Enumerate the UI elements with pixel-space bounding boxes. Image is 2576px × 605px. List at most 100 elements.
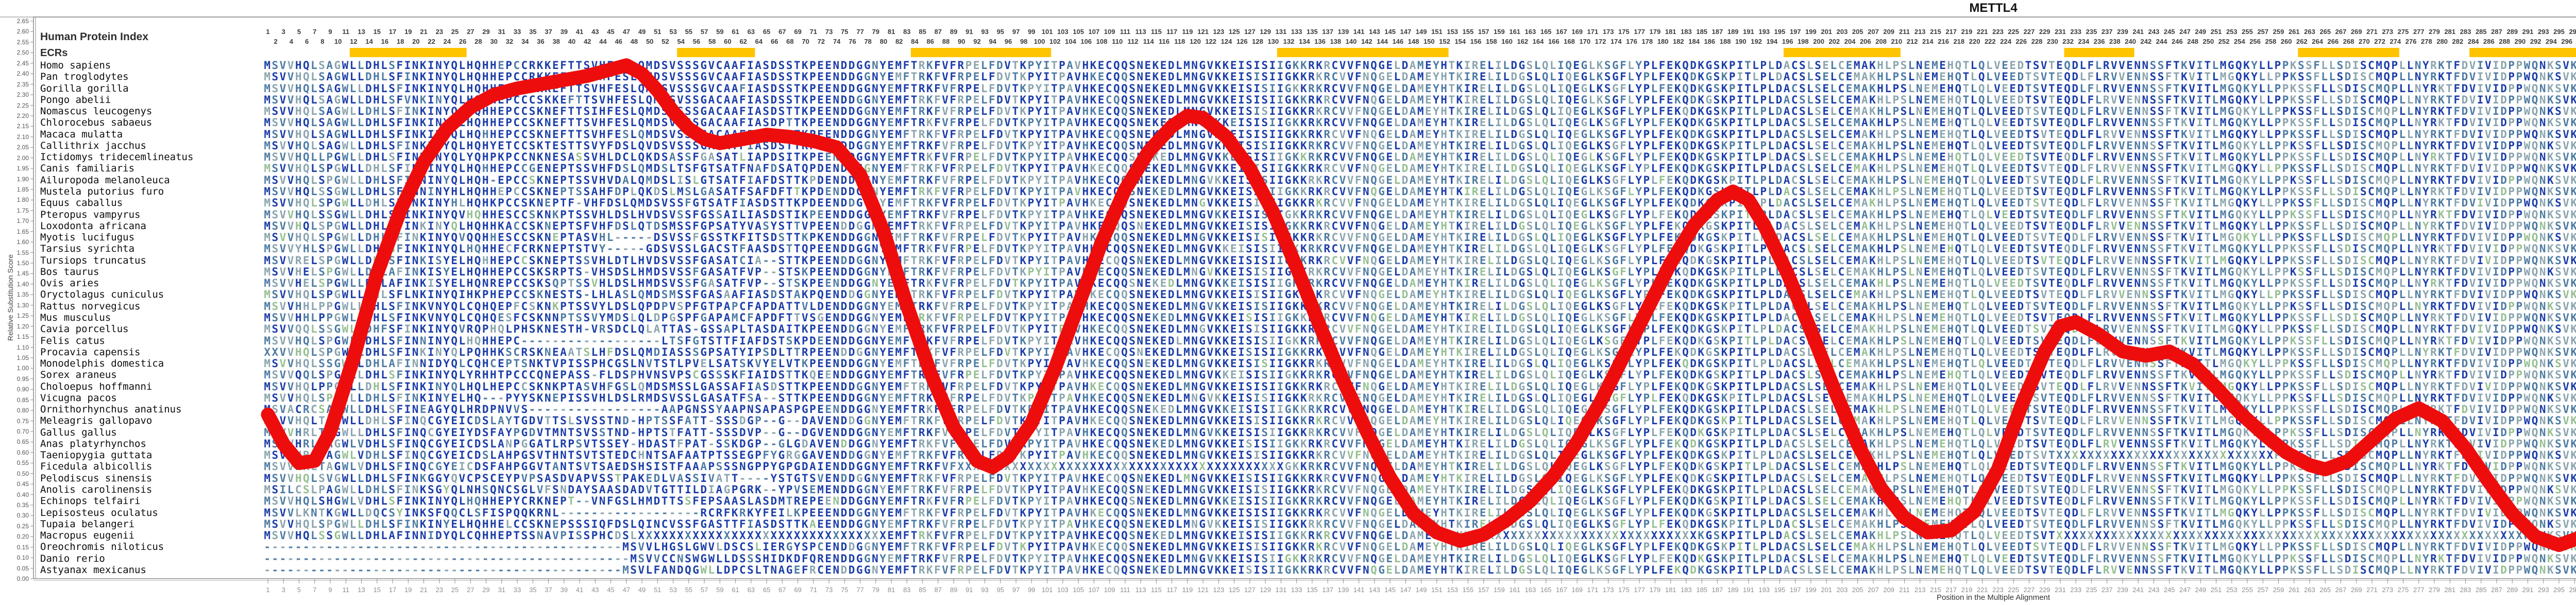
alignment-row: MSVVHQLSAGWLLDHLSFINKINYQLHQHHEPCCRKKEFT… xyxy=(264,60,2576,71)
species-label: Pteropus vampyrus xyxy=(40,209,140,220)
ruler-label: 263 xyxy=(2304,28,2315,36)
ruler-label: 251 xyxy=(2211,586,2222,594)
ruler-label: 115 xyxy=(1151,586,1162,594)
ruler-label: 99 xyxy=(1028,28,1035,36)
species-label: Felis catus xyxy=(40,335,105,347)
y-tick-label: 1.70 xyxy=(17,217,29,224)
alignment-row: MSVVHQLSPGWLLDHLSFINKINYHLHQHKPCCSKNEPTF… xyxy=(264,197,2576,209)
ruler-label: 73 xyxy=(825,586,833,594)
ruler-label: 142 xyxy=(1361,38,1372,45)
y-tick-label: 1.65 xyxy=(17,228,29,235)
ruler-label: 73 xyxy=(825,28,833,36)
ruler-label: 236 xyxy=(2094,38,2105,45)
ruler-label: 257 xyxy=(2257,586,2268,594)
ruler-label: 115 xyxy=(1151,28,1162,36)
ruler-label: 206 xyxy=(1860,38,1871,45)
ruler-label: 53 xyxy=(669,28,676,36)
ruler-label: 163 xyxy=(1525,586,1536,594)
species-label: Pan troglodytes xyxy=(40,71,129,82)
ruler-label: 275 xyxy=(2398,586,2409,594)
ruler-label: 177 xyxy=(1634,28,1645,36)
ruler-label: 188 xyxy=(1720,38,1731,45)
ruler-label: 163 xyxy=(1525,28,1536,36)
y-tick-label: 0.20 xyxy=(17,533,29,540)
ruler-label: 15 xyxy=(374,586,381,594)
ruler-label: 269 xyxy=(2351,28,2362,36)
ruler-label: 41 xyxy=(576,28,583,36)
ruler-label: 51 xyxy=(654,28,661,36)
ruler-label: 229 xyxy=(2039,28,2050,36)
alignment-row: MSVVHQLSAGWLLDHLSFINKINYQLHQHHERCCRKKEFT… xyxy=(264,83,2576,94)
ruler-label: 9 xyxy=(328,586,332,594)
ruler-label: 255 xyxy=(2242,586,2253,594)
ruler-label: 116 xyxy=(1159,38,1170,45)
species-label: Anas platyrhynchos xyxy=(40,438,146,450)
ruler-label: 291 xyxy=(2522,28,2534,36)
ruler-label: 55 xyxy=(685,586,692,594)
ruler-label: 179 xyxy=(1650,28,1661,36)
ruler-label: 127 xyxy=(1244,586,1256,594)
ruler-label: 126 xyxy=(1236,38,1248,45)
ruler-label: 217 xyxy=(1945,586,1957,594)
ruler-label: 105 xyxy=(1073,586,1084,594)
ruler-label: 121 xyxy=(1197,28,1209,36)
ruler-label: 39 xyxy=(561,586,568,594)
ruler-label: 271 xyxy=(2366,28,2378,36)
ruler-label: 194 xyxy=(1766,38,1777,45)
ruler-label: 212 xyxy=(1907,38,1918,45)
ruler-label: 195 xyxy=(1774,586,1786,594)
ruler-label: 242 xyxy=(2141,38,2152,45)
ruler-label: 207 xyxy=(1868,586,1879,594)
ruler-label: 103 xyxy=(1057,586,1069,594)
ecr-region xyxy=(1277,48,1449,57)
ruler-label: 215 xyxy=(1930,28,1941,36)
ruler-label: 198 xyxy=(1798,38,1809,45)
alignment-row: MSVVYHLSPGWLLDHLSFINKINYQLHQHHECFCRKNEPT… xyxy=(264,243,2576,254)
ruler-label: 130 xyxy=(1267,38,1279,45)
ruler-label: 29 xyxy=(482,586,489,594)
ruler-label: 211 xyxy=(1899,28,1910,36)
ruler-label: 153 xyxy=(1447,586,1458,594)
ruler-label: 132 xyxy=(1283,38,1295,45)
ruler-label: 69 xyxy=(794,28,801,36)
ruler-label: 123 xyxy=(1213,586,1225,594)
ruler-label: 224 xyxy=(2000,38,2011,45)
y-tick-label: 2.15 xyxy=(17,123,29,130)
ruler-label: 129 xyxy=(1260,28,1271,36)
ruler-label: 52 xyxy=(662,38,669,45)
ruler-label: 157 xyxy=(1478,586,1489,594)
ruler-label: 36 xyxy=(537,38,544,45)
ruler-label: 141 xyxy=(1353,28,1365,36)
ruler-label: 98 xyxy=(1020,38,1027,45)
ruler-label: 183 xyxy=(1681,28,1692,36)
y-tick-label: 1.30 xyxy=(17,302,29,309)
ruler-label: 83 xyxy=(903,586,910,594)
ruler-label: 293 xyxy=(2538,28,2549,36)
ruler-label: 44 xyxy=(599,38,606,45)
ruler-label: 144 xyxy=(1377,38,1388,45)
alignment-row: MSVVHQLSAGWLLDHLSFINKINYQLHQHHEPCCSKNEFT… xyxy=(264,117,2576,128)
ruler-label: 169 xyxy=(1571,28,1583,36)
ruler-label: 93 xyxy=(981,586,988,594)
ruler-label: 277 xyxy=(2413,28,2425,36)
ruler-label: 43 xyxy=(591,28,599,36)
ruler-label: 83 xyxy=(903,28,910,36)
ecr-region xyxy=(2298,48,2399,57)
ruler-label: 23 xyxy=(436,28,443,36)
ruler-label: 165 xyxy=(1540,586,1552,594)
y-tick-label: 1.95 xyxy=(17,165,29,172)
ruler-label: 269 xyxy=(2351,586,2362,594)
ruler-label: 96 xyxy=(1005,38,1012,45)
ruler-label: 65 xyxy=(763,586,770,594)
ruler-label: 187 xyxy=(1712,28,1723,36)
ruler-label: 207 xyxy=(1868,28,1879,36)
ruler-label: 89 xyxy=(950,586,957,594)
ruler-label: 82 xyxy=(895,38,903,45)
ruler-label: 201 xyxy=(1821,586,1832,594)
ruler-label: 161 xyxy=(1509,586,1520,594)
ruler-label: 245 xyxy=(2164,28,2175,36)
y-tick-label: 0.65 xyxy=(17,438,29,445)
ruler-label: 220 xyxy=(1969,38,1980,45)
ruler-label: 239 xyxy=(2117,586,2128,594)
species-label: Vicugna pacos xyxy=(40,392,117,404)
